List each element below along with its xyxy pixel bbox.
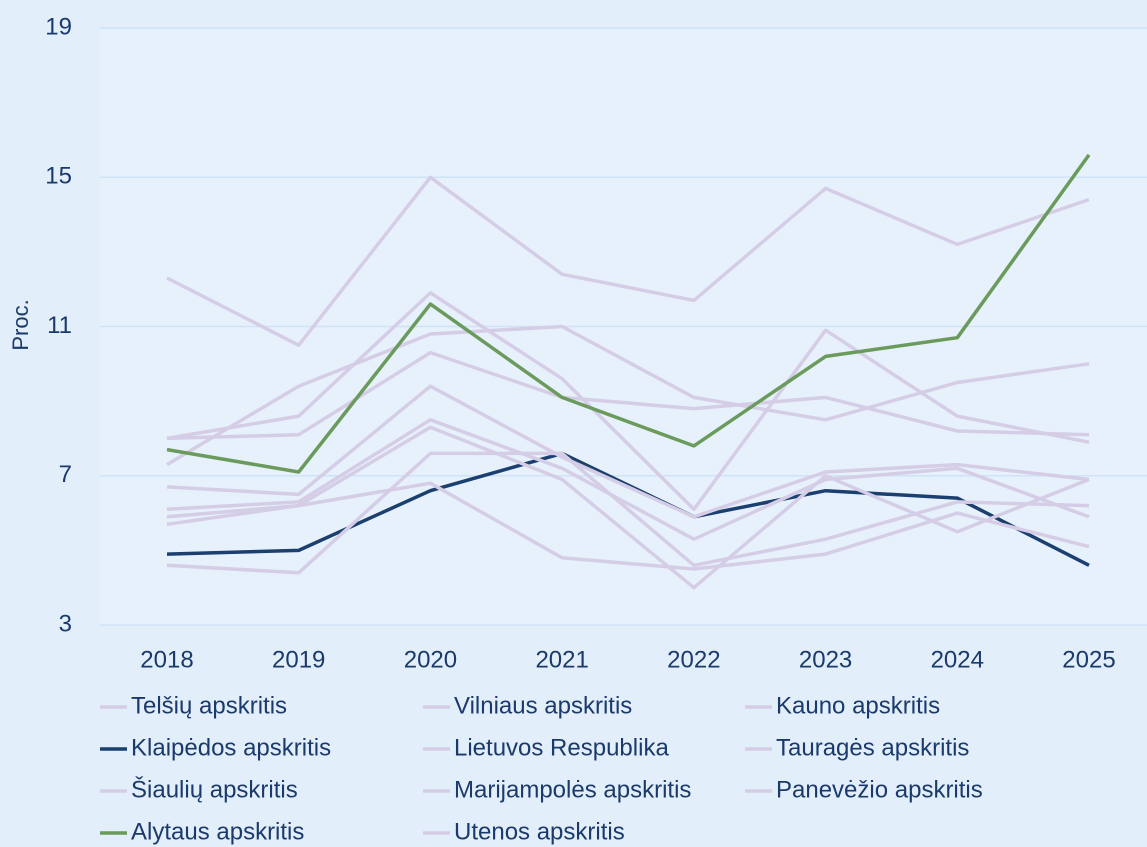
series-line xyxy=(166,324,1090,467)
legend-label: Marijampolės apskritis xyxy=(454,776,691,803)
x-tick-label: 2020 xyxy=(404,646,457,673)
series-line xyxy=(166,350,1090,441)
series-line xyxy=(166,175,1090,347)
y-tick-label: 7 xyxy=(59,461,72,488)
legend-label: Vilniaus apskritis xyxy=(454,692,632,719)
y-axis-label: Proc. xyxy=(8,299,33,350)
legend-label: Telšių apskritis xyxy=(131,692,287,719)
legend-label: Klaipėdos apskritis xyxy=(131,734,331,761)
series-line xyxy=(166,418,1090,541)
x-tick-label: 2024 xyxy=(931,646,984,673)
x-tick-label: 2025 xyxy=(1062,646,1115,673)
y-tick-label: 11 xyxy=(47,312,72,339)
series-line xyxy=(166,451,1090,575)
legend-label: Tauragės apskritis xyxy=(776,734,969,761)
legend-label: Alytaus apskritis xyxy=(131,818,304,845)
y-tick-label: 19 xyxy=(45,13,72,40)
series-line xyxy=(166,291,1090,512)
legend-label: Panevėžio apskritis xyxy=(776,776,983,803)
x-tick-label: 2023 xyxy=(799,646,852,673)
series-line xyxy=(166,481,1090,571)
x-tick-label: 2019 xyxy=(272,646,325,673)
y-tick-label: 3 xyxy=(59,610,72,637)
x-tick-label: 2021 xyxy=(535,646,588,673)
series-line xyxy=(166,153,1091,474)
legend-label: Kauno apskritis xyxy=(776,692,940,719)
x-tick-label: 2018 xyxy=(140,646,193,673)
legend-label: Šiaulių apskritis xyxy=(131,775,298,803)
legend-label: Utenos apskritis xyxy=(454,818,625,845)
series-line xyxy=(166,384,1090,519)
x-tick-label: 2022 xyxy=(667,646,720,673)
y-tick-label: 15 xyxy=(45,163,72,190)
series-line xyxy=(166,425,1090,590)
legend-label: Lietuvos Respublika xyxy=(454,734,669,761)
